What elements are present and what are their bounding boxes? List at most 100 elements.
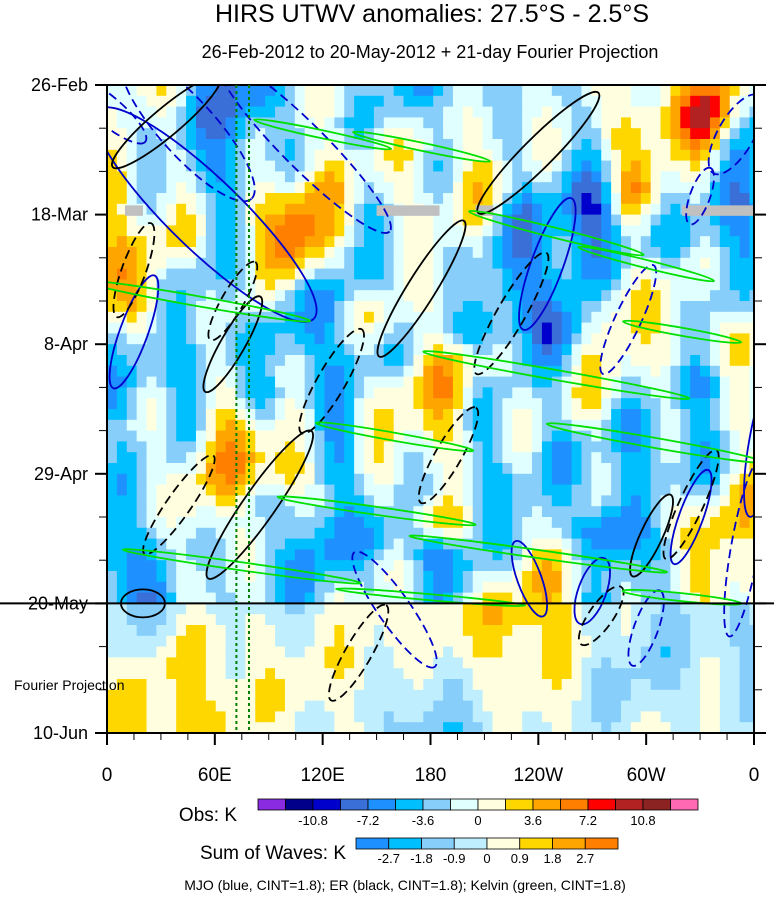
heat-cell xyxy=(255,225,266,237)
colorbar-swatch xyxy=(642,798,671,811)
heat-cell xyxy=(265,193,276,205)
heat-cell xyxy=(700,279,711,291)
heat-cell xyxy=(670,722,681,733)
heat-cell xyxy=(670,473,681,486)
heat-cell xyxy=(512,128,523,140)
heat-cell xyxy=(601,301,612,313)
heat-cell xyxy=(739,355,751,367)
heat-cell xyxy=(275,333,286,345)
heat-cell xyxy=(423,560,434,572)
heat-cell xyxy=(512,355,523,367)
heat-cell xyxy=(690,722,701,733)
heat-cell xyxy=(176,387,187,399)
heat-cell xyxy=(344,149,355,162)
heat-cell xyxy=(630,95,642,108)
heat-cell xyxy=(670,592,681,604)
heat-cell xyxy=(482,463,494,475)
heat-cell xyxy=(314,214,326,226)
heat-cell xyxy=(334,279,345,291)
heat-cell xyxy=(146,236,158,248)
heat-cell xyxy=(373,419,385,432)
heat-cell xyxy=(373,668,385,680)
heat-cell xyxy=(660,322,672,334)
heat-cell xyxy=(630,268,642,280)
kelvin-contour xyxy=(276,495,477,527)
heat-cell xyxy=(502,419,513,432)
heat-cell xyxy=(551,85,563,97)
heat-cell xyxy=(166,214,177,226)
heat-cell xyxy=(403,711,415,723)
heat-cell xyxy=(373,506,385,518)
heat-cell xyxy=(215,355,227,367)
heat-cell xyxy=(146,149,158,162)
heat-cell xyxy=(452,160,464,172)
heat-cell xyxy=(640,409,652,421)
heat-cell xyxy=(186,495,197,507)
heat-cell xyxy=(749,376,754,388)
heat-cell xyxy=(195,538,207,550)
heat-cell xyxy=(383,689,395,702)
heat-cell xyxy=(640,646,652,658)
heat-cell xyxy=(709,419,721,432)
heat-cell xyxy=(719,247,731,259)
heat-cell xyxy=(324,257,335,270)
heat-cell xyxy=(284,355,296,367)
heat-cell xyxy=(334,527,345,540)
heat-cell xyxy=(373,355,385,367)
heat-cell xyxy=(255,311,266,324)
heat-cell xyxy=(324,85,335,97)
heat-cell xyxy=(107,527,118,540)
heat-cell xyxy=(621,711,632,723)
heat-cell xyxy=(739,635,751,648)
heat-cell xyxy=(215,419,227,432)
heat-cell xyxy=(166,625,177,637)
heat-cell xyxy=(611,171,622,183)
heat-cell xyxy=(205,473,217,486)
heat-cell xyxy=(275,625,286,637)
heat-cell xyxy=(462,646,474,658)
heat-cell xyxy=(324,668,335,680)
heat-cell xyxy=(116,355,128,367)
heat-cell xyxy=(107,225,118,237)
heat-cell xyxy=(443,182,454,194)
heat-cell xyxy=(581,625,592,637)
heat-cell xyxy=(640,527,652,540)
heat-cell xyxy=(452,711,464,723)
heat-cell xyxy=(344,160,355,172)
heat-cell xyxy=(660,441,672,453)
heat-cell xyxy=(156,430,167,442)
heat-cell xyxy=(591,128,602,140)
heat-cell xyxy=(373,365,385,378)
mjo-contour xyxy=(120,85,256,203)
heat-cell xyxy=(195,139,207,151)
heat-cell xyxy=(136,635,148,648)
x-tick-label: 0 xyxy=(749,765,760,786)
heat-cell xyxy=(275,398,286,410)
heat-cell xyxy=(255,722,266,733)
heat-cell xyxy=(146,689,158,702)
heat-cell xyxy=(709,722,721,733)
heat-cell xyxy=(700,538,711,550)
heat-cell xyxy=(284,463,296,475)
heat-cell xyxy=(452,214,464,226)
heat-cell xyxy=(482,603,494,615)
heat-cell xyxy=(334,301,345,313)
heat-cell xyxy=(532,279,543,291)
heat-cell xyxy=(156,344,167,356)
heat-cell xyxy=(700,387,711,399)
heat-cell xyxy=(304,311,316,324)
heat-cell xyxy=(334,603,345,615)
heat-cell xyxy=(176,689,187,702)
heat-cell xyxy=(719,311,731,324)
heat-cell xyxy=(472,279,484,291)
heat-cell xyxy=(591,506,602,518)
heat-cell xyxy=(660,182,672,194)
heat-cell xyxy=(146,409,158,421)
heat-cell xyxy=(492,473,503,486)
heat-cell xyxy=(551,527,563,540)
heat-cell xyxy=(354,95,365,108)
heat-cell xyxy=(621,506,632,518)
heat-cell xyxy=(472,117,484,129)
heat-cell xyxy=(225,311,237,324)
heat-cell xyxy=(284,225,296,237)
